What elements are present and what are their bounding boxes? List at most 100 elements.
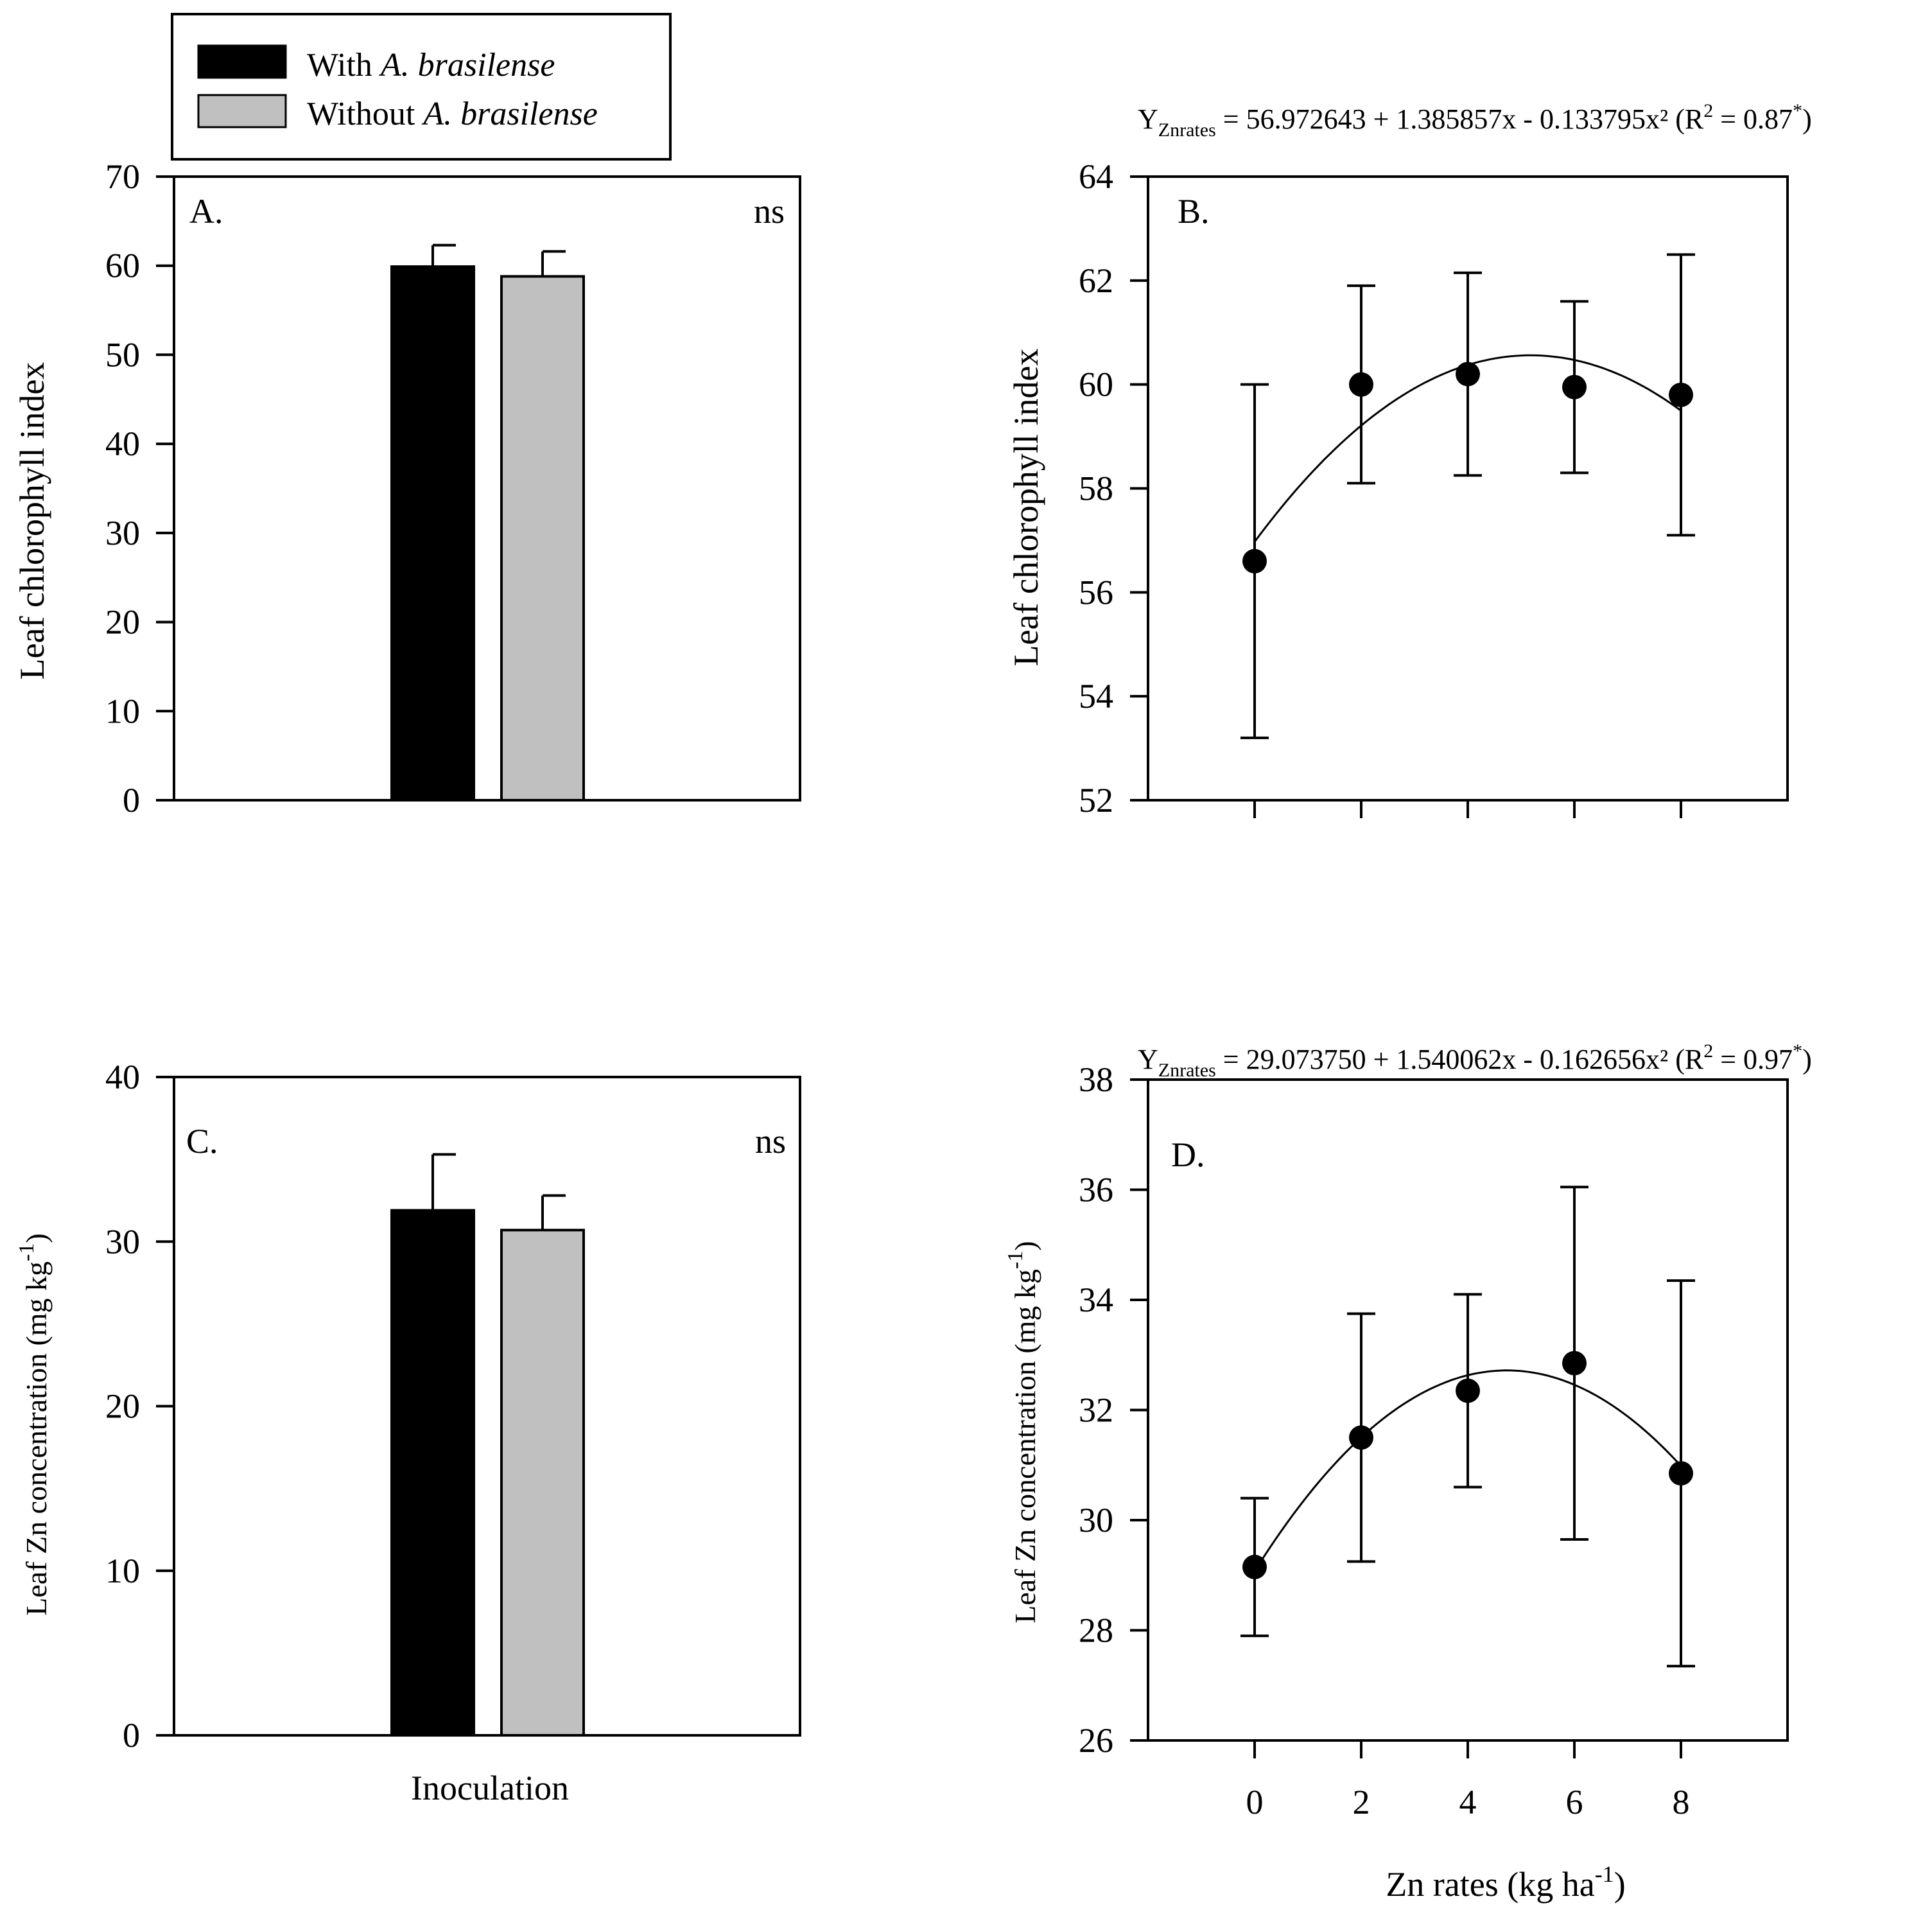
- panel-b-ytick-label-4: 60: [1079, 365, 1113, 404]
- panel-d-xtick-label-3: 6: [1566, 1783, 1583, 1821]
- panel-a-ytick-label-2: 20: [105, 603, 140, 642]
- legend-label-without-italic: A. brasilense: [421, 96, 598, 132]
- panel-c-marks: 0 10 20 30 40: [105, 1058, 801, 1755]
- panel-c: 0 10 20 30 40 C. ns Leaf Zn concentration (m…: [15, 1058, 801, 1807]
- panel-d-point-4: [1669, 1461, 1693, 1486]
- panel-b-label: B.: [1178, 192, 1210, 231]
- panel-d-ylabel-end: ): [1009, 1241, 1041, 1250]
- panel-d-xlabel-main: Zn rates (kg ha: [1386, 1865, 1594, 1904]
- panel-b-eq-y: Y: [1138, 103, 1158, 135]
- panel-b-marks: 52 54 56 58 60 62 64: [1079, 157, 1789, 819]
- panel-d-ytick-label-3: 32: [1079, 1391, 1113, 1430]
- panel-b-ytick-label-5: 62: [1079, 261, 1113, 300]
- panel-d-ytick-label-5: 36: [1079, 1171, 1113, 1209]
- panel-d-xlabel: Zn rates (kg ha-1): [1386, 1861, 1625, 1904]
- panel-a-note: ns: [754, 192, 785, 231]
- panel-c-ylabel-end: ): [20, 1233, 53, 1243]
- panel-d-ylabel: Leaf Zn concentration (mg kg-1): [1004, 1241, 1041, 1623]
- panel-d-xtick-label-2: 4: [1459, 1783, 1477, 1821]
- panel-d-eq-star: *: [1793, 1040, 1802, 1062]
- panel-d-point-3: [1562, 1351, 1587, 1376]
- panel-a-plot-frame: [173, 175, 801, 802]
- panel-d-xlabel-end: ): [1614, 1865, 1626, 1904]
- panel-d-ytick-label-6: 38: [1079, 1060, 1113, 1099]
- panel-c-ytick-label-1: 10: [105, 1552, 140, 1590]
- panel-a-ytick-label-5: 50: [105, 335, 140, 374]
- panel-b-point-4: [1669, 382, 1693, 407]
- panel-d-xtick-label-0: 0: [1246, 1783, 1264, 1821]
- panel-a-ytick-label-3: 30: [105, 514, 140, 552]
- panel-a: 0 10 20 30 40 50 60 70 A. ns Leaf chlorophyll i…: [13, 157, 801, 819]
- legend-box: [171, 13, 672, 161]
- panel-a-bar-1: [500, 275, 585, 802]
- legend-label-without-prefix: Without: [307, 96, 423, 132]
- panel-d-eq-rhs: = 29.073750 + 1.540062x - 0.162656x² (R: [1216, 1044, 1704, 1075]
- panel-d-label: D.: [1171, 1135, 1205, 1174]
- panel-d-equation: YZnrates = 29.073750 + 1.540062x - 0.162…: [1138, 1040, 1812, 1081]
- panel-b-plot-frame: [1147, 175, 1789, 802]
- panel-b-ytick-label-6: 64: [1079, 157, 1113, 196]
- panel-d-ytick-label-4: 34: [1079, 1281, 1113, 1319]
- panel-d-ylabel-main: Leaf Zn concentration (mg kg: [1009, 1269, 1041, 1624]
- panel-a-ytick-label-7: 70: [105, 157, 140, 196]
- legend-swatch-with: [197, 44, 287, 79]
- panel-c-ytick-label-0: 0: [123, 1716, 140, 1755]
- panel-b-eq-sup: 2: [1703, 100, 1713, 121]
- panel-d-ylabel-sup: -1: [1004, 1251, 1027, 1269]
- panel-b-ytick-label-3: 58: [1079, 469, 1113, 508]
- legend-label-with-italic: A. brasilense: [379, 47, 555, 83]
- panel-b-point-1: [1349, 372, 1373, 397]
- panel-b-eq-sub: Znrates: [1158, 119, 1216, 141]
- panel-a-ytick-label-1: 10: [105, 692, 140, 730]
- panel-b-eq-star: *: [1793, 100, 1802, 121]
- legend-label-with-prefix: With: [307, 47, 381, 83]
- panel-c-ytick-label-3: 30: [105, 1222, 140, 1261]
- panel-d: YZnrates = 29.073750 + 1.540062x - 0.162…: [1004, 1040, 1812, 1904]
- panel-d-xlabel-sup: -1: [1595, 1861, 1614, 1887]
- panel-c-ylabel-sup: -1: [15, 1243, 39, 1261]
- panel-c-note: ns: [755, 1122, 786, 1161]
- legend: With A. brasilense Without A. brasilense: [171, 13, 672, 161]
- panel-c-bar-1: [500, 1229, 585, 1737]
- panel-d-xtick-label-4: 8: [1673, 1783, 1690, 1821]
- panel-d-point-0: [1242, 1554, 1267, 1579]
- legend-label-with: With A. brasilense: [307, 47, 555, 83]
- panel-b-ytick-label-0: 52: [1079, 781, 1113, 819]
- legend-swatch-without: [197, 94, 287, 128]
- panel-c-ytick-label-2: 20: [105, 1387, 140, 1426]
- panel-c-plot-frame: [173, 1076, 801, 1737]
- panel-c-ylabel: Leaf Zn concentration (mg kg-1): [15, 1233, 53, 1615]
- panel-b-equation: YZnrates = 56.972643 + 1.385857x - 0.133…: [1138, 100, 1812, 141]
- panel-c-xlabel: Inoculation: [411, 1769, 569, 1807]
- panel-a-label: A.: [189, 192, 223, 231]
- panel-d-eq-sub: Znrates: [1158, 1060, 1216, 1081]
- panel-d-ytick-label-2: 30: [1079, 1501, 1113, 1539]
- panel-b-eq-r2: = 0.87: [1713, 103, 1793, 135]
- panel-d-eq-close: ): [1802, 1044, 1812, 1075]
- panel-c-bar-0: [390, 1209, 475, 1737]
- panel-d-point-2: [1456, 1378, 1480, 1403]
- panel-b-eq-rhs: = 56.972643 + 1.385857x - 0.133795x² (R: [1216, 103, 1704, 135]
- panel-a-ylabel: Leaf chlorophyll index: [13, 362, 51, 680]
- panel-b-ytick-label-1: 54: [1079, 677, 1113, 715]
- panel-a-ytick-label-0: 0: [123, 781, 140, 819]
- panel-d-point-1: [1349, 1425, 1373, 1450]
- panel-b-point-0: [1242, 548, 1267, 574]
- panel-a-marks: 0 10 20 30 40 50 60 70: [105, 157, 801, 819]
- panel-b: YZnrates = 56.972643 + 1.385857x - 0.133…: [1007, 100, 1812, 819]
- panel-d-eq-sup: 2: [1703, 1040, 1713, 1062]
- panel-d-ytick-label-0: 26: [1079, 1721, 1113, 1760]
- panel-a-ytick-label-6: 60: [105, 247, 140, 285]
- panel-b-point-2: [1456, 362, 1480, 387]
- panel-c-ytick-label-4: 40: [105, 1058, 140, 1096]
- panel-a-bar-0: [390, 265, 475, 802]
- panel-b-point-3: [1562, 374, 1587, 399]
- panel-d-eq-r2: = 0.97: [1713, 1044, 1793, 1075]
- panel-d-marks: 26 28 30 32 34 36 38 0 2 4 6 8: [1079, 1060, 1789, 1821]
- panel-c-label: C.: [186, 1122, 218, 1161]
- panel-d-eq-y: Y: [1138, 1044, 1158, 1075]
- panel-b-ytick-label-2: 56: [1079, 573, 1113, 611]
- panel-d-xtick-label-1: 2: [1353, 1783, 1370, 1821]
- panel-b-ylabel: Leaf chlorophyll index: [1007, 349, 1045, 667]
